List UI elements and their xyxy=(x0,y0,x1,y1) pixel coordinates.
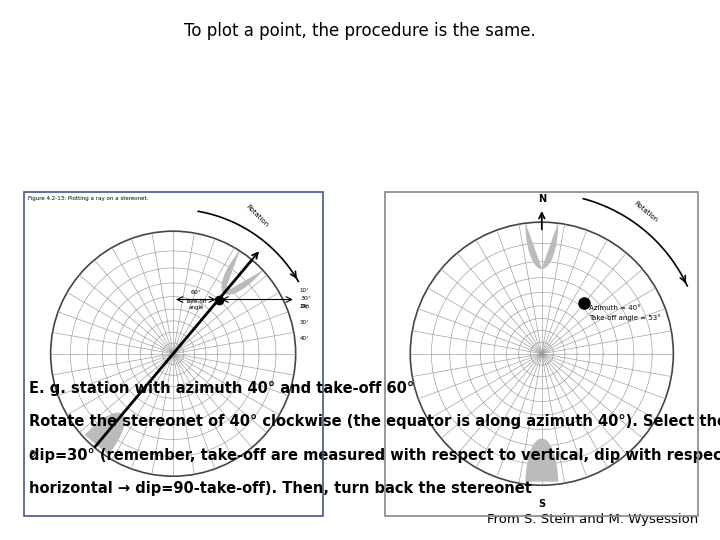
Text: Azimuth = 40°: Azimuth = 40° xyxy=(589,306,641,312)
Text: 30°: 30° xyxy=(301,295,312,301)
Text: Rotation: Rotation xyxy=(245,203,269,228)
Text: To plot a point, the procedure is the same.: To plot a point, the procedure is the sa… xyxy=(184,22,536,40)
Text: E. g. station with azimuth 40° and take-off 60°: E. g. station with azimuth 40° and take-… xyxy=(29,381,414,396)
Text: S: S xyxy=(539,500,545,509)
Text: Take-off angle = 53°: Take-off angle = 53° xyxy=(589,314,661,321)
Circle shape xyxy=(50,231,296,476)
Text: Rotation: Rotation xyxy=(633,200,659,224)
Bar xyxy=(24,192,323,516)
Text: angle: angle xyxy=(188,305,204,309)
Text: 10°: 10° xyxy=(300,288,310,293)
Text: dip=30° (remember, take-off are measured with respect to vertical, dip with resp: dip=30° (remember, take-off are measured… xyxy=(29,448,720,463)
Bar xyxy=(385,192,698,516)
Text: horizontal → dip=90-take-off). Then, turn back the stereonet: horizontal → dip=90-take-off). Then, tur… xyxy=(29,481,531,496)
Text: 40°: 40° xyxy=(300,336,310,341)
Circle shape xyxy=(410,222,673,485)
Text: Dip: Dip xyxy=(301,303,310,308)
Text: N: N xyxy=(538,194,546,204)
Text: 30°: 30° xyxy=(300,320,310,325)
Text: Figure 4.2-13: Plotting a ray on a stereonet.: Figure 4.2-13: Plotting a ray on a stere… xyxy=(28,195,148,201)
Text: Rotate the stereonet of 40° clockwise (the equator is along azimuth 40°). Select: Rotate the stereonet of 40° clockwise (t… xyxy=(29,414,720,429)
Text: From S. Stein and M. Wysession: From S. Stein and M. Wysession xyxy=(487,514,698,526)
Text: 20°: 20° xyxy=(300,305,310,309)
Text: Take-off: Take-off xyxy=(185,299,207,303)
Text: S: S xyxy=(29,450,35,458)
Text: 60°: 60° xyxy=(191,289,202,294)
